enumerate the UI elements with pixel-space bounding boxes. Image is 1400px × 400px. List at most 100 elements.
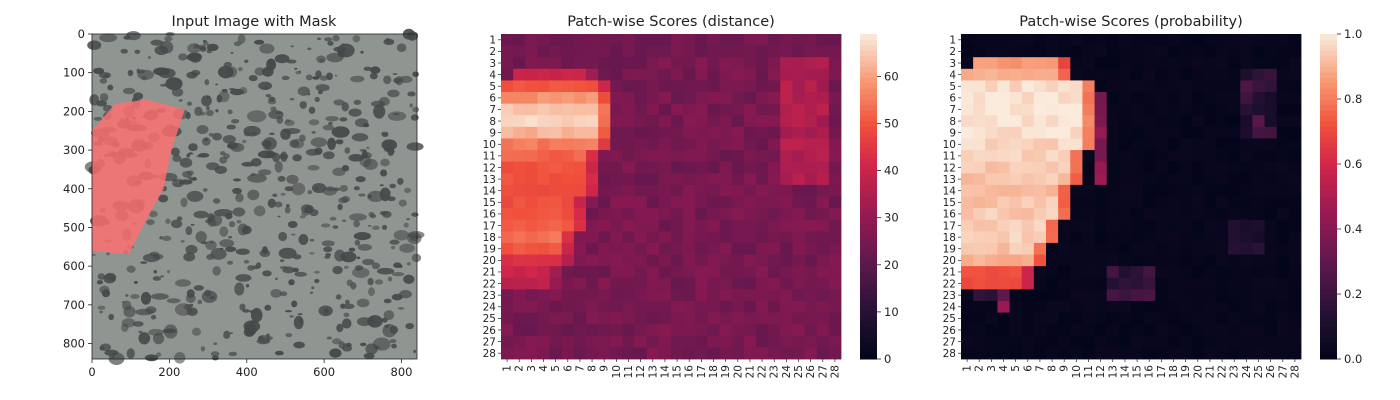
image-spot <box>280 192 286 196</box>
heatmap-cell <box>1228 184 1241 197</box>
y-tick-label: 700 <box>63 298 85 312</box>
y-tick-label: 19 <box>943 244 956 256</box>
image-spot <box>87 40 102 51</box>
heatmap-cell <box>1264 92 1278 105</box>
heatmap-cell <box>1106 57 1120 70</box>
image-spot <box>348 108 362 117</box>
heatmap-cell <box>610 208 623 221</box>
y-tick-label: 27 <box>943 336 956 348</box>
heatmap-cell <box>1203 289 1217 302</box>
heatmap-cell <box>1082 266 1095 279</box>
heatmap-cell <box>1143 335 1156 348</box>
y-tick-label: 17 <box>483 220 496 232</box>
heatmap-cell <box>1143 150 1156 163</box>
colorbar-tick-label: 0.0 <box>1344 352 1362 366</box>
heatmap-cell <box>501 92 514 105</box>
image-spot <box>180 197 188 208</box>
heatmap-cell <box>573 161 587 174</box>
colorbar-segment <box>1320 88 1337 95</box>
heatmap-cell <box>1021 68 1035 81</box>
heatmap-cell <box>1191 254 1205 267</box>
heatmap-cell <box>1058 289 1071 302</box>
heatmap-cell <box>1033 219 1047 232</box>
heatmap-cell <box>1070 208 1083 221</box>
image-spot <box>328 121 333 126</box>
image-spot <box>285 119 291 123</box>
image-spot <box>163 324 178 339</box>
image-spot <box>326 52 344 63</box>
image-spot <box>314 278 320 284</box>
image-spot <box>125 31 141 41</box>
heatmap-cell <box>658 266 672 279</box>
heatmap-cell <box>1288 242 1302 255</box>
image-spot <box>393 262 402 268</box>
image-spot <box>411 212 419 217</box>
heatmap-cell <box>1143 289 1156 302</box>
heatmap-cell <box>1203 277 1217 290</box>
heatmap-cell <box>1118 80 1132 93</box>
heatmap-cell <box>598 312 611 325</box>
heatmap-cell <box>961 34 974 47</box>
heatmap-cell <box>1167 138 1180 151</box>
heatmap-cell <box>1276 92 1290 105</box>
heatmap-cell <box>1033 184 1047 197</box>
heatmap-cell <box>1276 161 1290 174</box>
heatmap-cell <box>525 115 538 128</box>
image-spot <box>215 109 219 113</box>
heatmap-cell <box>780 266 793 279</box>
heatmap-cell <box>1203 115 1217 128</box>
heatmap-cell <box>610 266 623 279</box>
heatmap-cell <box>1106 173 1120 186</box>
image-spot <box>385 37 390 42</box>
heatmap-cell <box>1131 92 1144 105</box>
image-spot <box>349 213 367 221</box>
heatmap-cell <box>756 45 769 58</box>
image-spot <box>196 124 209 135</box>
heatmap-cell <box>1276 324 1290 337</box>
image-spot <box>274 54 290 64</box>
heatmap-cell <box>513 242 526 255</box>
y-tick-label: 7 <box>949 104 956 116</box>
x-tick-label: 10 <box>611 365 623 378</box>
heatmap-cell <box>573 138 587 151</box>
image-spot <box>275 111 283 115</box>
colorbar-tick-label: 10 <box>884 305 899 319</box>
colorbar-tick-label: 30 <box>884 211 899 225</box>
heatmap-cell <box>1167 57 1180 70</box>
x-tick-label: 12 <box>1095 365 1107 378</box>
heatmap-cell <box>622 289 635 302</box>
heatmap-cell <box>1058 150 1071 163</box>
heatmap-cell <box>658 126 672 139</box>
image-spot <box>331 126 350 138</box>
heatmap-cell <box>780 138 793 151</box>
image-spot <box>197 299 203 305</box>
heatmap-cell <box>1228 219 1241 232</box>
heatmap-cell <box>1070 231 1083 244</box>
x-tick-label: 8 <box>1047 365 1059 372</box>
image-spot <box>229 88 245 96</box>
heatmap-cell <box>1288 231 1302 244</box>
colorbar-segment <box>860 66 877 73</box>
heatmap-cell <box>743 277 757 290</box>
heatmap-cell <box>525 80 538 93</box>
colorbar-segment <box>860 321 877 327</box>
heatmap-cell <box>756 208 769 221</box>
heatmap-cell <box>1264 196 1278 209</box>
heatmap-cell <box>816 289 830 302</box>
heatmap-cell <box>1276 335 1290 348</box>
heatmap-cell <box>549 57 563 70</box>
heatmap-cell <box>634 242 648 255</box>
heatmap-cell <box>997 126 1010 139</box>
heatmap-cell <box>1264 126 1278 139</box>
colorbar-segment <box>860 77 877 84</box>
heatmap-cell <box>1143 68 1156 81</box>
heatmap-cell <box>792 45 805 58</box>
image-spot <box>398 199 407 207</box>
heatmap-cell <box>792 68 805 81</box>
heatmap-cell <box>1155 254 1168 267</box>
heatmap-cell <box>1021 208 1035 221</box>
heatmap-cell <box>768 103 781 116</box>
heatmap-cell <box>997 266 1010 279</box>
heatmap-cell <box>658 138 672 151</box>
heatmap-cell <box>792 208 805 221</box>
